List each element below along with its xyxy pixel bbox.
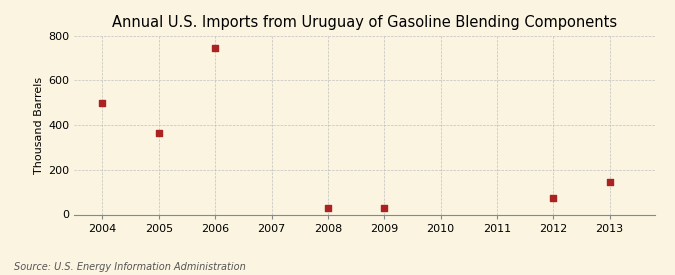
Text: Source: U.S. Energy Information Administration: Source: U.S. Energy Information Administ… <box>14 262 245 272</box>
Point <box>97 101 108 105</box>
Point <box>604 180 615 184</box>
Point <box>210 46 221 50</box>
Point <box>548 196 559 200</box>
Point <box>379 206 389 210</box>
Y-axis label: Thousand Barrels: Thousand Barrels <box>34 76 44 174</box>
Point <box>323 206 333 210</box>
Title: Annual U.S. Imports from Uruguay of Gasoline Blending Components: Annual U.S. Imports from Uruguay of Gaso… <box>112 15 617 31</box>
Point <box>153 131 164 135</box>
